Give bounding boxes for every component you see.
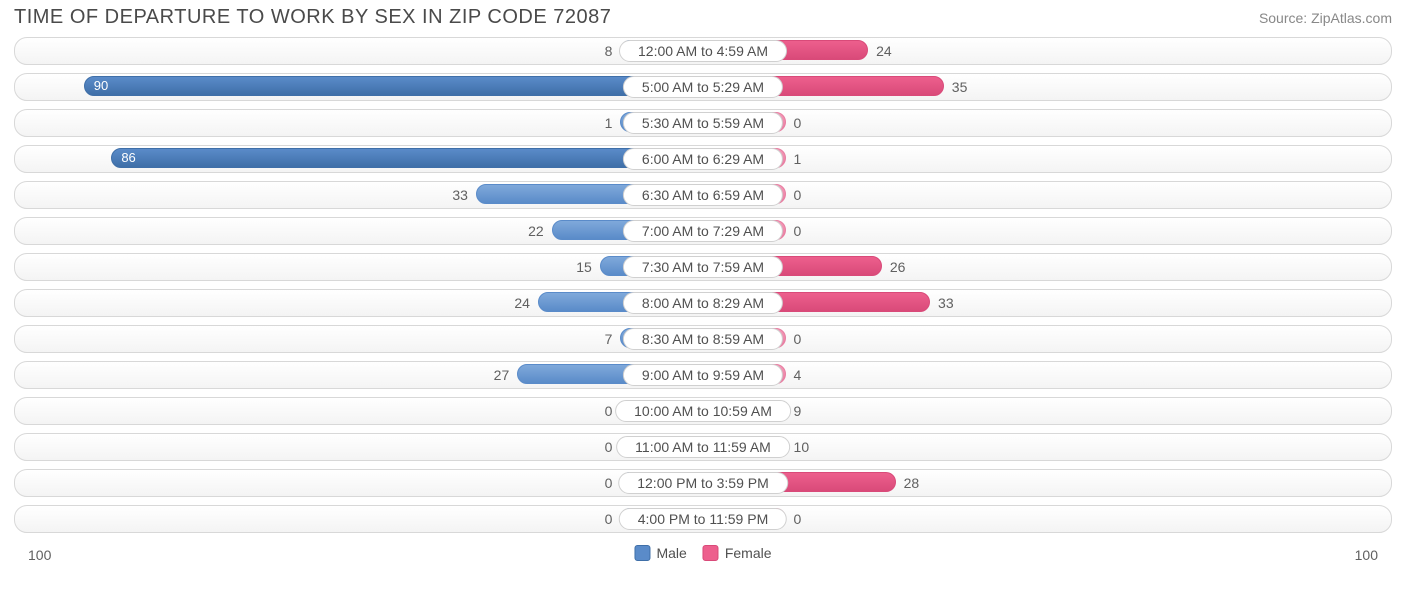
category-label: 12:00 AM to 4:59 AM xyxy=(619,40,787,62)
chart-row: 0 910:00 AM to 10:59 AM xyxy=(14,397,1392,425)
value-female: 10 xyxy=(794,434,810,460)
bar-male xyxy=(84,76,703,96)
legend-item: Female xyxy=(703,545,772,561)
value-male: 33 xyxy=(452,182,468,208)
category-label: 8:00 AM to 8:29 AM xyxy=(623,292,783,314)
value-female: 33 xyxy=(938,290,954,316)
chart-row: 27 4 9:00 AM to 9:59 AM xyxy=(14,361,1392,389)
chart-source: Source: ZipAtlas.com xyxy=(1259,10,1392,26)
value-male: 1 xyxy=(605,110,613,136)
chart-row: 33 0 6:30 AM to 6:59 AM xyxy=(14,181,1392,209)
category-label: 5:00 AM to 5:29 AM xyxy=(623,76,783,98)
category-label: 7:00 AM to 7:29 AM xyxy=(623,220,783,242)
category-label: 4:00 PM to 11:59 PM xyxy=(619,508,787,530)
chart-row: 22 0 7:00 AM to 7:29 AM xyxy=(14,217,1392,245)
category-label: 9:00 AM to 9:59 AM xyxy=(623,364,783,386)
value-male: 0 xyxy=(605,398,613,424)
value-male: 0 xyxy=(605,434,613,460)
chart-row: 0 28 12:00 PM to 3:59 PM xyxy=(14,469,1392,497)
chart-title: TIME OF DEPARTURE TO WORK BY SEX IN ZIP … xyxy=(14,6,611,29)
value-male: 90 xyxy=(84,74,108,100)
chart-row: 15 26 7:30 AM to 7:59 AM xyxy=(14,253,1392,281)
axis-max-right: 100 xyxy=(1355,547,1378,563)
value-male: 8 xyxy=(605,38,613,64)
legend-swatch xyxy=(634,545,650,561)
value-male: 24 xyxy=(514,290,530,316)
chart-row: 90 35 5:00 AM to 5:29 AM xyxy=(14,73,1392,101)
value-male: 27 xyxy=(494,362,510,388)
value-male: 22 xyxy=(528,218,544,244)
legend-label: Female xyxy=(725,545,772,561)
value-male: 7 xyxy=(605,326,613,352)
value-female: 9 xyxy=(794,398,802,424)
chart-row: 1 0 5:30 AM to 5:59 AM xyxy=(14,109,1392,137)
chart-row: 8 24 12:00 AM to 4:59 AM xyxy=(14,37,1392,65)
value-male: 86 xyxy=(111,146,135,172)
value-female: 0 xyxy=(794,218,802,244)
category-label: 10:00 AM to 10:59 AM xyxy=(615,400,791,422)
chart-row: 7 0 8:30 AM to 8:59 AM xyxy=(14,325,1392,353)
category-label: 7:30 AM to 7:59 AM xyxy=(623,256,783,278)
bar-male xyxy=(111,148,703,168)
value-female: 1 xyxy=(794,146,802,172)
value-female: 0 xyxy=(794,182,802,208)
diverging-bar-chart: 82412:00 AM to 4:59 AM90355:00 AM to 5:2… xyxy=(0,37,1406,545)
legend-label: Male xyxy=(656,545,686,561)
chart-header: TIME OF DEPARTURE TO WORK BY SEX IN ZIP … xyxy=(0,0,1406,37)
category-label: 12:00 PM to 3:59 PM xyxy=(618,472,788,494)
legend-item: Male xyxy=(634,545,686,561)
value-female: 0 xyxy=(794,326,802,352)
chart-row: 24 33 8:00 AM to 8:29 AM xyxy=(14,289,1392,317)
category-label: 8:30 AM to 8:59 AM xyxy=(623,328,783,350)
value-female: 28 xyxy=(904,470,920,496)
chart-footer: 100 Male Female 100 xyxy=(0,545,1406,579)
value-female: 4 xyxy=(794,362,802,388)
axis-max-left: 100 xyxy=(28,547,51,563)
category-label: 5:30 AM to 5:59 AM xyxy=(623,112,783,134)
chart-row: 0 0 4:00 PM to 11:59 PM xyxy=(14,505,1392,533)
value-female: 24 xyxy=(876,38,892,64)
value-male: 0 xyxy=(605,470,613,496)
legend: Male Female xyxy=(634,545,771,561)
chart-row: 0 1011:00 AM to 11:59 AM xyxy=(14,433,1392,461)
value-female: 35 xyxy=(952,74,968,100)
value-male: 0 xyxy=(605,506,613,532)
legend-swatch xyxy=(703,545,719,561)
category-label: 11:00 AM to 11:59 AM xyxy=(616,436,790,458)
category-label: 6:00 AM to 6:29 AM xyxy=(623,148,783,170)
value-female: 0 xyxy=(794,110,802,136)
value-female: 26 xyxy=(890,254,906,280)
value-female: 0 xyxy=(794,506,802,532)
value-male: 15 xyxy=(576,254,592,280)
chart-row: 86 1 6:00 AM to 6:29 AM xyxy=(14,145,1392,173)
category-label: 6:30 AM to 6:59 AM xyxy=(623,184,783,206)
